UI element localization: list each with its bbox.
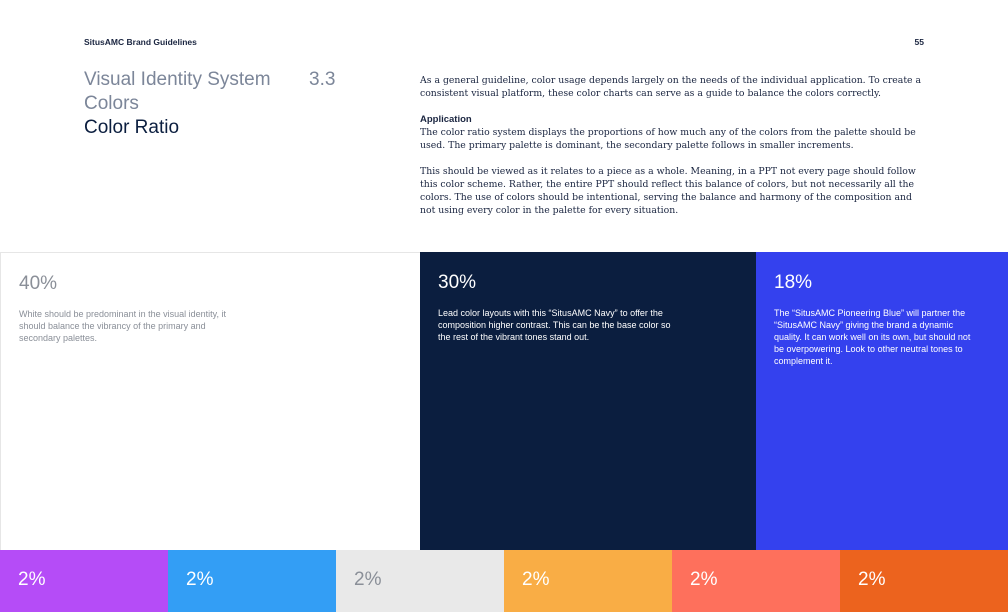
percent-label: 2% — [522, 569, 550, 590]
application-heading: Application — [420, 114, 472, 125]
primary-color-ratio: 40% White should be predominant in the v… — [0, 252, 1008, 550]
percent-label: 2% — [18, 569, 46, 590]
orange-block: 2% — [840, 550, 1008, 612]
intro-paragraph: As a general guideline, color usage depe… — [420, 75, 922, 99]
percent-label: 18% — [774, 272, 813, 293]
navy-block: 30% Lead color layouts with this “SitusA… — [420, 252, 756, 550]
body-text: As a general guideline, color usage depe… — [420, 74, 925, 230]
section-number: 3.3 — [309, 69, 336, 90]
document-title: SitusAMC Brand Guidelines — [84, 37, 197, 47]
sky-blue-block: 2% — [168, 550, 336, 612]
coral-block: 2% — [672, 550, 840, 612]
title-line-3: Color Ratio — [84, 117, 180, 138]
whole-paragraph: This should be viewed as it relates to a… — [420, 166, 916, 216]
purple-block: 2% — [0, 550, 168, 612]
percent-label: 2% — [354, 569, 382, 590]
white-block: 40% White should be predominant in the v… — [0, 252, 420, 550]
light-gray-block: 2% — [336, 550, 504, 612]
percent-label: 2% — [858, 569, 886, 590]
amber-block: 2% — [504, 550, 672, 612]
block-description: White should be predominant in the visua… — [19, 309, 226, 343]
percent-label: 30% — [438, 272, 477, 293]
pioneering-blue-block: 18% The “SitusAMC Pioneering Blue” will … — [756, 252, 1008, 550]
secondary-color-ratio: 2% 2% 2% 2% 2% 2% — [0, 550, 1008, 612]
block-description: The “SitusAMC Pioneering Blue” will part… — [774, 308, 971, 366]
section-title: Visual Identity System Colors Color Rati… — [84, 68, 384, 140]
block-description: Lead color layouts with this “SitusAMC N… — [438, 308, 671, 342]
page-number: 55 — [914, 37, 924, 47]
title-line-2: Colors — [84, 93, 139, 114]
application-paragraph: The color ratio system displays the prop… — [420, 127, 916, 151]
percent-label: 40% — [19, 273, 58, 294]
percent-label: 2% — [690, 569, 718, 590]
percent-label: 2% — [186, 569, 214, 590]
title-line-1: Visual Identity System — [84, 69, 271, 90]
